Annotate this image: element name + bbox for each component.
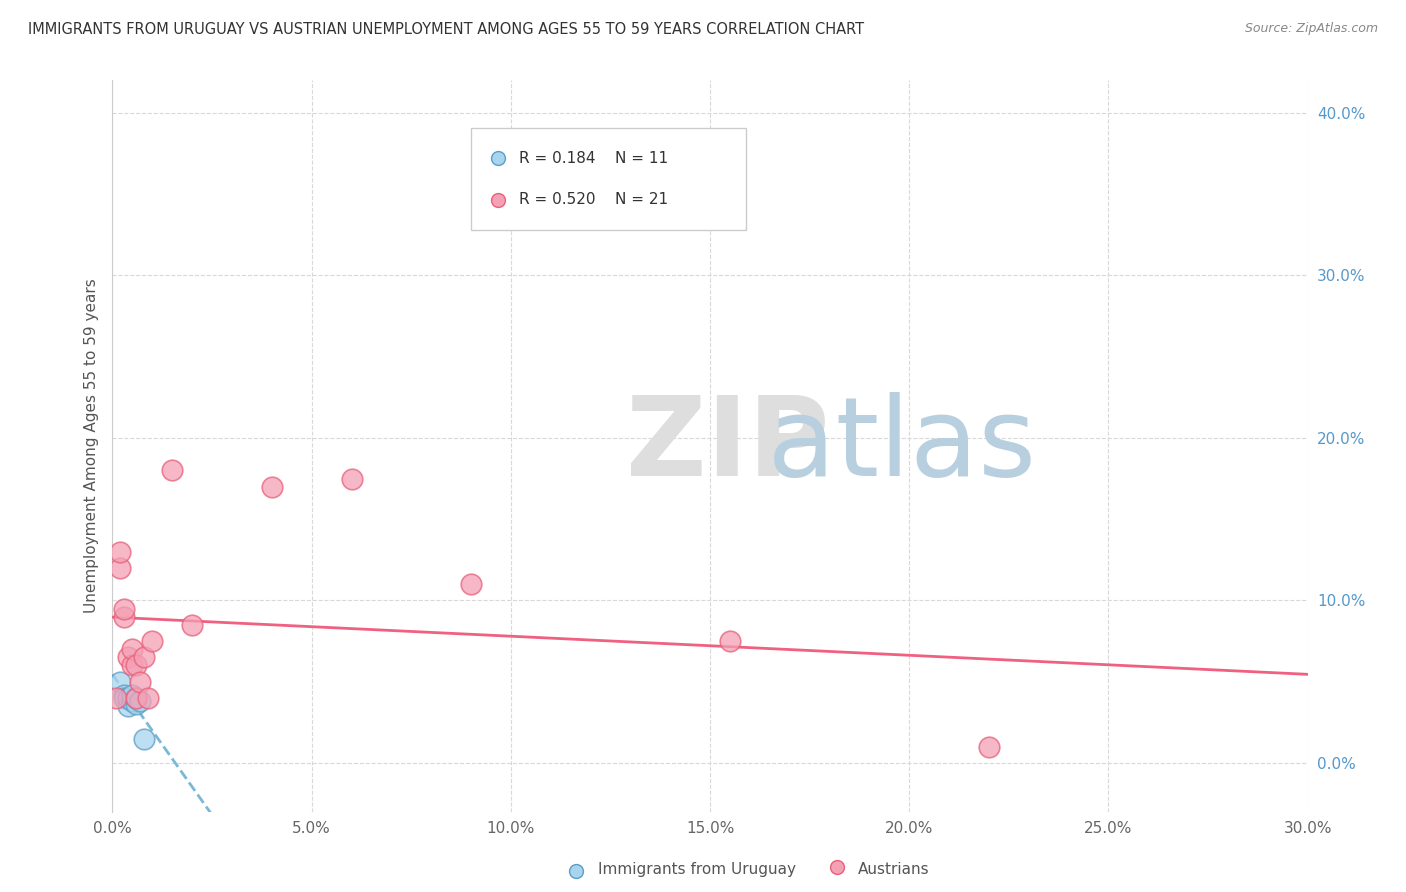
Point bbox=[134, 731, 156, 746]
Point bbox=[121, 694, 143, 708]
Point bbox=[977, 739, 1000, 754]
Point bbox=[181, 617, 204, 632]
Point bbox=[110, 561, 132, 575]
Point bbox=[129, 694, 152, 708]
Point bbox=[121, 642, 143, 657]
Point bbox=[117, 650, 139, 665]
Point bbox=[121, 658, 143, 673]
Point bbox=[460, 577, 482, 591]
Text: Austrians: Austrians bbox=[858, 863, 929, 877]
Point bbox=[125, 698, 148, 712]
Point bbox=[138, 690, 160, 705]
Point bbox=[134, 650, 156, 665]
Y-axis label: Unemployment Among Ages 55 to 59 years: Unemployment Among Ages 55 to 59 years bbox=[83, 278, 98, 614]
Text: atlas: atlas bbox=[627, 392, 1036, 500]
FancyBboxPatch shape bbox=[471, 128, 747, 230]
Point bbox=[117, 690, 139, 705]
Point bbox=[340, 471, 363, 485]
Point bbox=[141, 634, 163, 648]
Text: Immigrants from Uruguay: Immigrants from Uruguay bbox=[598, 863, 796, 877]
Point bbox=[110, 674, 132, 689]
Point bbox=[121, 688, 143, 702]
Point bbox=[114, 690, 135, 705]
Text: Source: ZipAtlas.com: Source: ZipAtlas.com bbox=[1244, 22, 1378, 36]
Text: ZIP: ZIP bbox=[627, 392, 830, 500]
Point bbox=[129, 674, 152, 689]
Text: R = 0.184    N = 11: R = 0.184 N = 11 bbox=[519, 151, 668, 166]
Point bbox=[825, 860, 848, 874]
Text: R = 0.520    N = 21: R = 0.520 N = 21 bbox=[519, 193, 668, 208]
Point bbox=[260, 480, 283, 494]
Point bbox=[125, 690, 148, 705]
Point bbox=[110, 544, 132, 558]
Point bbox=[114, 688, 135, 702]
Point bbox=[114, 601, 135, 615]
Point bbox=[125, 658, 148, 673]
Point bbox=[114, 609, 135, 624]
Point bbox=[105, 690, 128, 705]
Point bbox=[125, 690, 148, 705]
Point bbox=[117, 699, 139, 714]
Point bbox=[162, 463, 183, 477]
Point bbox=[718, 634, 741, 648]
Text: IMMIGRANTS FROM URUGUAY VS AUSTRIAN UNEMPLOYMENT AMONG AGES 55 TO 59 YEARS CORRE: IMMIGRANTS FROM URUGUAY VS AUSTRIAN UNEM… bbox=[28, 22, 865, 37]
